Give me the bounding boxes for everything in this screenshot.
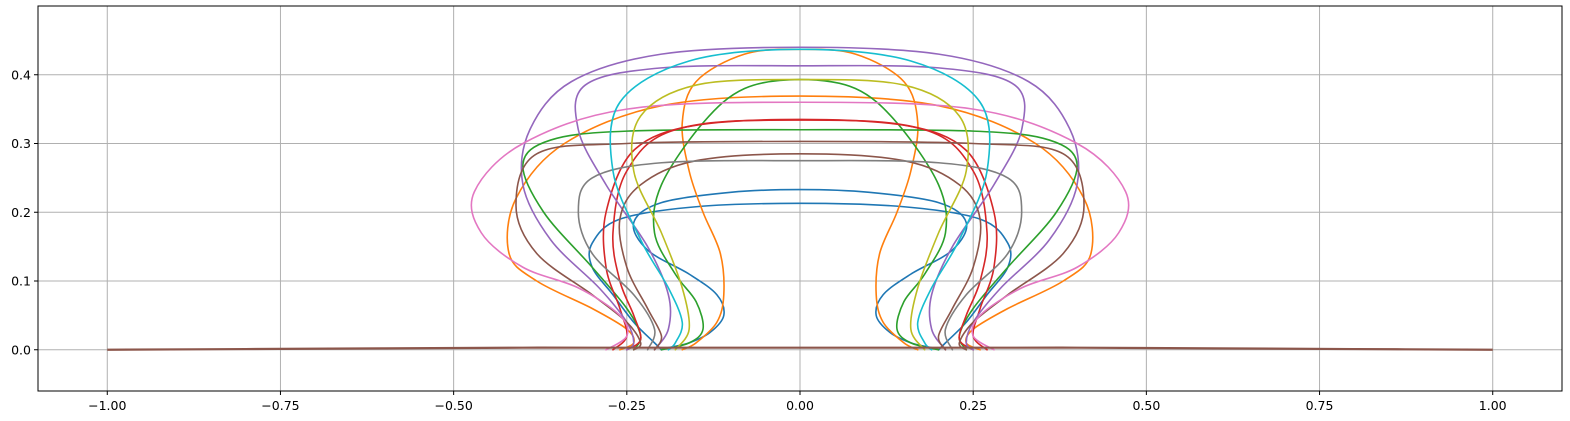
x-tick-label: −0.50: [434, 398, 472, 413]
series-line-13: [577, 159, 1023, 351]
series-line-0: [632, 188, 968, 351]
y-tick-label: 0.4: [11, 67, 31, 82]
y-tick-label: 0.0: [11, 342, 31, 357]
x-tick-label: −0.25: [608, 398, 646, 413]
series-line-8: [574, 64, 1026, 351]
y-tick-label: 0.1: [11, 274, 31, 289]
x-tick-label: 0.00: [786, 398, 814, 413]
grid: [38, 6, 1562, 391]
series-line-14: [630, 78, 970, 351]
x-tick-label: 1.00: [1479, 398, 1507, 413]
y-tick-label: 0.3: [11, 136, 31, 151]
series-line-10: [618, 153, 982, 351]
x-tick-label: −0.75: [261, 398, 299, 413]
plot-area: [107, 46, 1493, 351]
x-tick-label: 0.25: [959, 398, 987, 413]
x-tick-label: −1.00: [88, 398, 126, 413]
ticks: −1.00 −0.75 −0.50 −0.25 0.00 0.25 0.50 0.75 1.00…: [11, 67, 1507, 413]
baseline-line: [107, 346, 1493, 351]
series-line-5: [522, 128, 1078, 351]
x-tick-label: 0.50: [1132, 398, 1160, 413]
x-tick-label: 0.75: [1306, 398, 1334, 413]
series-line-15: [609, 48, 991, 351]
series-line-7: [611, 118, 989, 351]
y-tick-label: 0.2: [11, 205, 31, 220]
series-line-3: [506, 95, 1094, 351]
series-line-9: [520, 46, 1080, 351]
series-line-12: [470, 101, 1130, 351]
